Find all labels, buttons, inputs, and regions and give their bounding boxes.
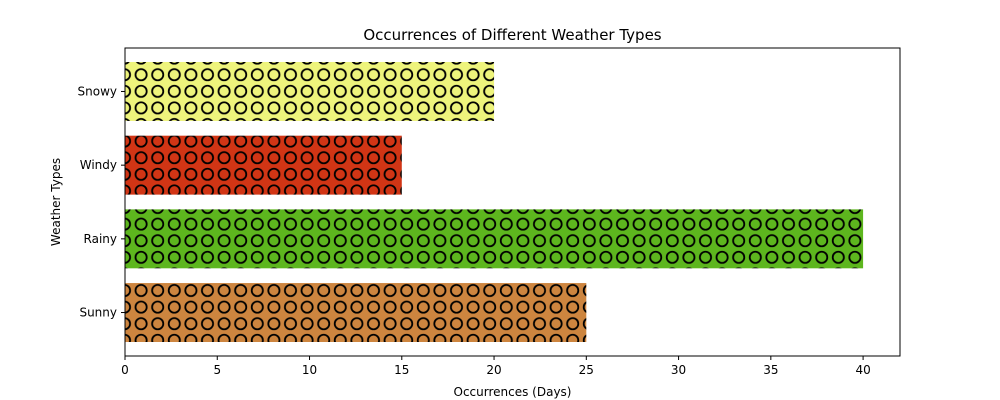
x-tick-label: 10 (302, 363, 317, 377)
bar-snowy (125, 62, 495, 121)
bar-windy (125, 135, 402, 195)
y-tick-label: Windy (80, 158, 117, 172)
x-axis: 0 5 10 15 20 25 30 35 40 (121, 356, 871, 377)
x-tick-label: 40 (855, 363, 870, 377)
x-axis-label: Occurrences (Days) (454, 385, 572, 399)
x-tick-label: 15 (394, 363, 409, 377)
x-tick-label: 35 (763, 363, 778, 377)
y-axis: Sunny Rainy Windy Snowy (78, 84, 125, 320)
x-tick-label: 30 (671, 363, 686, 377)
plot-frame (124, 47, 901, 357)
y-tick-label: Sunny (79, 306, 117, 320)
y-tick-label: Snowy (78, 84, 117, 98)
bar-sunny (125, 283, 587, 342)
chart-title: Occurrences of Different Weather Types (363, 26, 661, 44)
bars-layer (125, 62, 864, 342)
y-axis-label: Weather Types (49, 158, 63, 246)
bar-rainy (125, 209, 864, 269)
y-tick-label: Rainy (84, 232, 117, 246)
x-tick-label: 0 (121, 363, 129, 377)
x-tick-label: 25 (579, 363, 594, 377)
x-tick-label: 20 (486, 363, 501, 377)
x-tick-label: 5 (213, 363, 221, 377)
